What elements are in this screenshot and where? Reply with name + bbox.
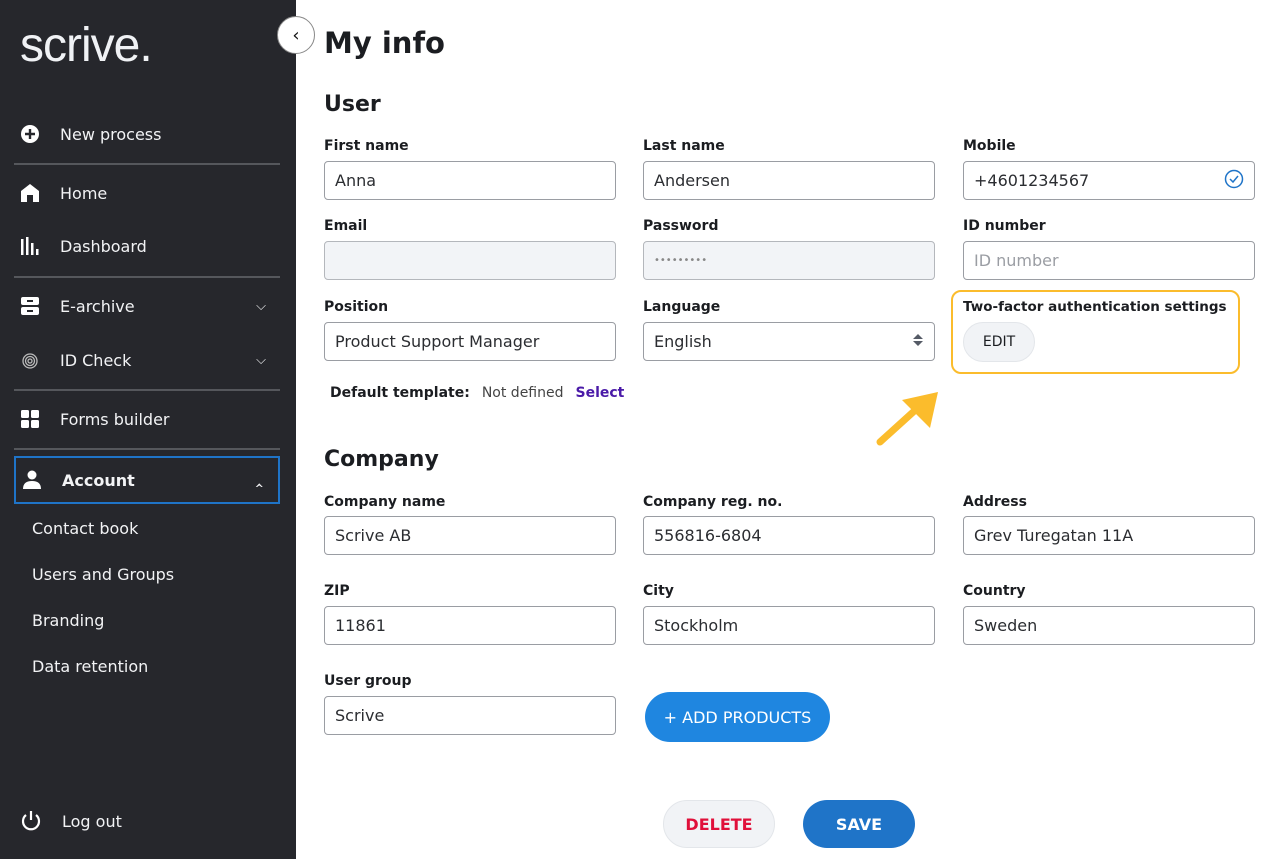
password-input[interactable]: ••••••••• <box>643 241 935 280</box>
zip-label: ZIP <box>324 583 350 599</box>
sidebar-item-label: Dashboard <box>60 236 147 256</box>
add-products-button[interactable]: + ADD PRODUCTS <box>645 692 830 742</box>
archive-icon <box>14 296 50 316</box>
chevron-down-icon[interactable]: ⌵ <box>256 352 266 368</box>
page-title: My info <box>324 26 445 60</box>
sidebar-item-label: Home <box>60 183 108 203</box>
default-template-row: Default template: Not defined Select <box>330 385 624 401</box>
user-group-value: Scrive <box>335 706 385 725</box>
chevron-down-icon[interactable]: ⌵ <box>256 298 266 314</box>
bar-chart-icon <box>14 236 50 256</box>
two-factor-edit-button[interactable]: EDIT <box>963 322 1035 362</box>
email-input[interactable] <box>324 241 616 280</box>
mobile-value: +4601234567 <box>974 171 1090 190</box>
default-template-value: Not defined <box>481 385 564 401</box>
sidebar-item-dashboard[interactable]: Dashboard <box>14 224 280 268</box>
zip-input[interactable]: 11861 <box>324 606 616 645</box>
sidebar-item-home[interactable]: Home <box>14 171 280 215</box>
position-input[interactable]: Product Support Manager <box>324 322 616 361</box>
company-heading: Company <box>324 447 439 472</box>
sidebar-item-label: Forms builder <box>60 409 170 429</box>
password-label: Password <box>643 218 719 234</box>
first-name-label: First name <box>324 138 409 154</box>
mobile-input[interactable]: +4601234567 <box>963 161 1255 200</box>
position-value: Product Support Manager <box>335 332 540 351</box>
country-value: Sweden <box>974 616 1038 635</box>
default-template-label: Default template: <box>330 385 470 401</box>
first-name-value: Anna <box>335 171 377 190</box>
user-heading: User <box>324 92 381 117</box>
position-label: Position <box>324 299 389 315</box>
sidebar-item-e-archive[interactable]: E-archive ⌵ <box>14 284 280 328</box>
save-button[interactable]: SAVE <box>803 800 915 848</box>
verified-check-icon <box>1224 169 1244 193</box>
address-value: Grev Turegatan 11A <box>974 526 1134 545</box>
logout-label: Log out <box>62 811 122 831</box>
language-select[interactable]: English <box>643 322 935 361</box>
sidebar-subitem-contact-book[interactable]: Contact book <box>32 519 139 538</box>
grid-icon <box>14 409 50 429</box>
collapse-sidebar-button[interactable]: ‹ <box>277 16 315 54</box>
last-name-value: Andersen <box>654 171 730 190</box>
mobile-label: Mobile <box>963 138 1016 154</box>
divider <box>14 448 280 450</box>
sidebar-subitem-data-retention[interactable]: Data retention <box>32 657 149 676</box>
city-value: Stockholm <box>654 616 739 635</box>
user-group-input[interactable]: Scrive <box>324 696 616 735</box>
sidebar-item-forms-builder[interactable]: Forms builder <box>14 397 280 441</box>
fingerprint-icon <box>14 350 50 370</box>
id-number-placeholder: ID number <box>974 251 1059 270</box>
divider <box>14 389 280 391</box>
country-label: Country <box>963 583 1026 599</box>
last-name-label: Last name <box>643 138 725 154</box>
email-label: Email <box>324 218 368 234</box>
address-input[interactable]: Grev Turegatan 11A <box>963 516 1255 555</box>
arrow-pointer-icon <box>872 390 942 454</box>
sidebar-item-label: ID Check <box>60 350 132 370</box>
city-label: City <box>643 583 674 599</box>
password-value: ••••••••• <box>654 255 708 266</box>
chevron-up-icon[interactable]: ‸ <box>254 472 264 488</box>
sidebar-subitem-users-groups[interactable]: Users and Groups <box>32 565 175 584</box>
first-name-input[interactable]: Anna <box>324 161 616 200</box>
country-input[interactable]: Sweden <box>963 606 1255 645</box>
sidebar-item-new-process[interactable]: New process <box>14 112 280 156</box>
company-name-input[interactable]: Scrive AB <box>324 516 616 555</box>
address-label: Address <box>963 494 1027 510</box>
divider <box>14 163 280 165</box>
company-name-value: Scrive AB <box>335 526 412 545</box>
sidebar-item-label: E-archive <box>60 296 135 316</box>
id-number-label: ID number <box>963 218 1046 234</box>
sidebar-item-label: Account <box>62 470 135 490</box>
sidebar: scrive. New process Home Dashboard E-arc… <box>0 0 296 859</box>
power-icon <box>14 810 50 832</box>
two-factor-highlight <box>951 290 1240 374</box>
scrive-logo[interactable]: scrive. <box>20 19 153 72</box>
language-value: English <box>654 332 712 351</box>
zip-value: 11861 <box>335 616 386 635</box>
company-name-label: Company name <box>324 494 446 510</box>
id-number-input[interactable]: ID number <box>963 241 1255 280</box>
language-label: Language <box>643 299 721 315</box>
last-name-input[interactable]: Andersen <box>643 161 935 200</box>
sidebar-subitem-branding[interactable]: Branding <box>32 611 105 630</box>
home-icon <box>14 183 50 203</box>
company-reg-value: 556816-6804 <box>654 526 762 545</box>
city-input[interactable]: Stockholm <box>643 606 935 645</box>
delete-button[interactable]: DELETE <box>663 800 775 848</box>
company-reg-input[interactable]: 556816-6804 <box>643 516 935 555</box>
company-reg-label: Company reg. no. <box>643 494 783 510</box>
two-factor-label: Two-factor authentication settings <box>963 299 1227 315</box>
select-arrows-icon <box>912 332 924 352</box>
sidebar-item-id-check[interactable]: ID Check ⌵ <box>14 338 280 382</box>
sidebar-item-account[interactable]: Account ‸ <box>14 456 280 504</box>
plus-circle-icon <box>14 124 50 144</box>
logout-button[interactable]: Log out <box>14 799 280 843</box>
user-group-label: User group <box>324 673 412 689</box>
person-icon <box>16 470 52 490</box>
sidebar-item-label: New process <box>60 124 162 144</box>
divider <box>14 276 280 278</box>
select-template-link[interactable]: Select <box>575 385 625 401</box>
chevron-left-icon: ‹ <box>292 24 300 46</box>
